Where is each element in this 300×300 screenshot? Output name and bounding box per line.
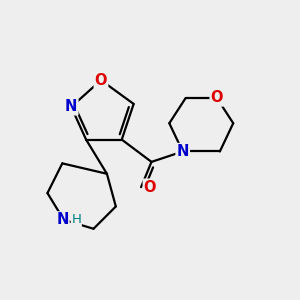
Text: H: H [71,213,81,226]
Text: N: N [176,144,189,159]
Text: O: O [211,91,223,106]
Text: O: O [95,73,107,88]
Text: O: O [144,180,156,195]
Text: N: N [65,99,77,114]
Text: N: N [56,212,68,227]
